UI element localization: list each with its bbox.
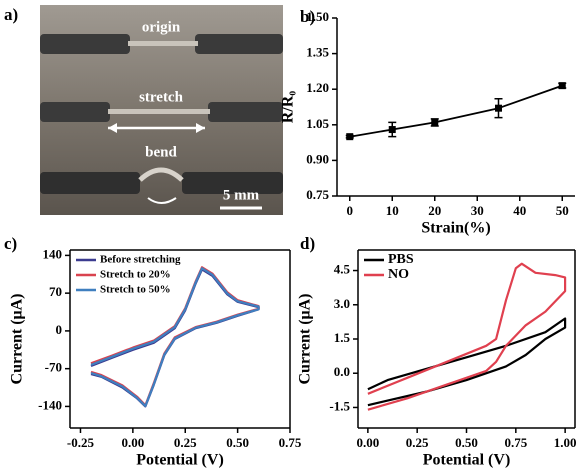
x-tick-label: 20 — [428, 203, 441, 218]
y-tick-label: 70 — [49, 284, 62, 299]
legend-label: Before stretching — [100, 254, 181, 266]
x-tick-label: 0 — [347, 203, 354, 218]
photo: origin stretch bend 5 mm — [40, 5, 283, 215]
x-tick-label: 30 — [471, 203, 484, 218]
x-tick-label: 0.00 — [356, 435, 379, 450]
y-tick-label: 140 — [43, 246, 63, 261]
marker — [346, 133, 353, 140]
caption: origin — [142, 19, 181, 35]
y-tick-label: 3.0 — [334, 296, 350, 311]
y-tick-label: -70 — [45, 360, 62, 375]
y-tick-label: 0.0 — [334, 364, 350, 379]
x-tick-label: 0.50 — [226, 435, 249, 450]
y-tick-label: 0.90 — [306, 151, 329, 166]
marker — [559, 82, 566, 89]
x-tick-label: 0.25 — [174, 435, 197, 450]
clamp — [40, 102, 110, 122]
y-tick-label: 1.05 — [306, 116, 329, 131]
legend-label: Stretch to 50% — [100, 284, 171, 296]
x-tick-label: 0.50 — [455, 435, 478, 450]
x-axis-label: Potential (V) — [136, 452, 224, 468]
panel-label: d) — [300, 234, 315, 253]
y-tick-label: -1.5 — [329, 398, 350, 413]
film — [108, 109, 210, 114]
x-tick-label: -0.25 — [67, 435, 95, 450]
x-tick-label: 0.00 — [121, 435, 144, 450]
y-tick-label: 0.75 — [306, 187, 329, 202]
clamp — [208, 102, 283, 122]
clamp — [40, 34, 130, 54]
legend-label: PBS — [388, 252, 414, 267]
marker — [389, 126, 396, 133]
legend-label: NO — [388, 267, 409, 282]
marker — [495, 105, 502, 112]
scale-label: 5 mm — [223, 187, 260, 203]
caption: stretch — [139, 89, 184, 105]
x-tick-label: 10 — [386, 203, 399, 218]
x-axis-label: Strain(%) — [421, 220, 490, 237]
y-tick-label: 1.50 — [306, 9, 329, 24]
caption: bend — [145, 144, 177, 160]
y-tick-label: -140 — [38, 397, 62, 412]
panel-label: c) — [4, 234, 17, 253]
x-axis-label: Potential (V) — [423, 452, 511, 468]
marker — [431, 119, 438, 126]
y-tick-label: 4.5 — [334, 262, 351, 277]
y-tick-label: 1.5 — [334, 330, 351, 345]
clamp — [40, 172, 140, 194]
x-tick-label: 40 — [513, 203, 526, 218]
y-axis-label: Current (μA) — [297, 294, 314, 385]
legend-label: Stretch to 20% — [100, 269, 171, 281]
x-tick-label: 50 — [556, 203, 569, 218]
series-line — [368, 319, 565, 406]
figure: a) origin stretch bend 5 mm b)0.750.901.… — [0, 0, 581, 468]
film — [128, 41, 198, 46]
clamp — [195, 34, 283, 54]
y-axis-label: R/R₀ — [280, 91, 297, 124]
panel-label: a) — [4, 5, 18, 24]
series-line — [350, 86, 563, 137]
y-axis-label: Current (μA) — [9, 294, 26, 385]
x-tick-label: 0.75 — [504, 435, 527, 450]
x-tick-label: 0.25 — [406, 435, 429, 450]
x-tick-label: 1.00 — [554, 435, 577, 450]
y-tick-label: 0 — [56, 322, 63, 337]
x-tick-label: 0.75 — [279, 435, 302, 450]
y-tick-label: 1.20 — [306, 80, 329, 95]
y-tick-label: 1.35 — [306, 45, 329, 60]
